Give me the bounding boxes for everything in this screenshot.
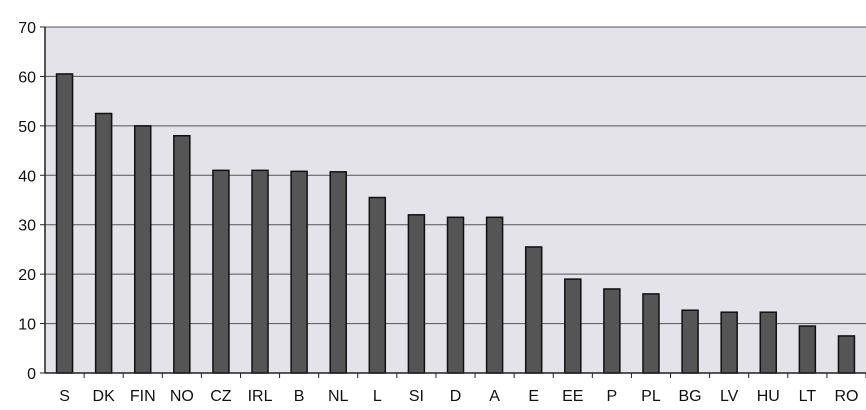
x-axis-ticks: S DK FIN NO CZ IRL B NL L SI D A E EE P PL BG LV HU LT RO	[59, 373, 866, 405]
x-tick-label-e: E	[528, 388, 539, 405]
bar-hu	[759, 311, 778, 374]
bar-ro	[837, 335, 856, 374]
bar-s	[55, 73, 74, 374]
x-tick-label-pl: PL	[641, 388, 661, 405]
bar-ee	[564, 278, 582, 374]
x-tick-label-s: S	[59, 388, 70, 405]
x-tick-label-a: A	[489, 388, 500, 405]
bar-l	[368, 196, 387, 374]
y-tick-label: 30	[18, 218, 36, 235]
y-tick-label: 0	[27, 366, 36, 383]
bar-d	[446, 216, 465, 374]
y-tick-label: 10	[18, 317, 36, 334]
x-tick-label-cz: CZ	[210, 388, 232, 405]
x-tick-label-lv: LV	[720, 388, 739, 405]
bar-cz	[212, 169, 230, 374]
x-tick-label-ro: RO	[834, 388, 858, 405]
bar-bg	[681, 309, 699, 374]
y-tick-label: 60	[18, 69, 36, 86]
x-tick-label-p: P	[607, 388, 618, 405]
bar-no	[173, 134, 191, 374]
bar-lt	[798, 325, 817, 374]
bar-a	[485, 216, 504, 374]
x-tick-label-hu: HU	[757, 388, 780, 405]
y-tick-label: 40	[18, 168, 36, 185]
bar-e	[524, 246, 543, 374]
bar-fin	[133, 125, 152, 374]
bar-p	[603, 288, 621, 374]
x-tick-label-si: SI	[409, 388, 424, 405]
bar-si	[407, 214, 426, 374]
x-tick-label-irl: IRL	[248, 388, 273, 405]
bar-b	[290, 170, 308, 374]
x-tick-label-b: B	[294, 388, 305, 405]
x-tick-label-no: NO	[170, 388, 194, 405]
x-tick-label-d: D	[450, 388, 462, 405]
y-tick-label: 50	[18, 119, 36, 136]
x-tick-label-dk: DK	[93, 388, 116, 405]
bar-nl	[329, 171, 347, 374]
x-tick-label-bg: BG	[679, 388, 702, 405]
x-tick-label-lt: LT	[799, 388, 817, 405]
y-axis-ticks: 0 10 20 30 40 50 60 70	[18, 20, 45, 383]
x-tick-label-ee: EE	[562, 388, 583, 405]
x-tick-label-nl: NL	[328, 388, 349, 405]
y-tick-label: 70	[18, 20, 36, 37]
bar-pl	[642, 293, 660, 374]
bar-irl	[251, 169, 269, 374]
y-tick-label: 20	[18, 267, 36, 284]
bar-lv	[720, 311, 738, 374]
x-tick-label-fin: FIN	[130, 388, 156, 405]
bar-dk	[94, 112, 113, 374]
x-tick-label-l: L	[373, 388, 382, 405]
